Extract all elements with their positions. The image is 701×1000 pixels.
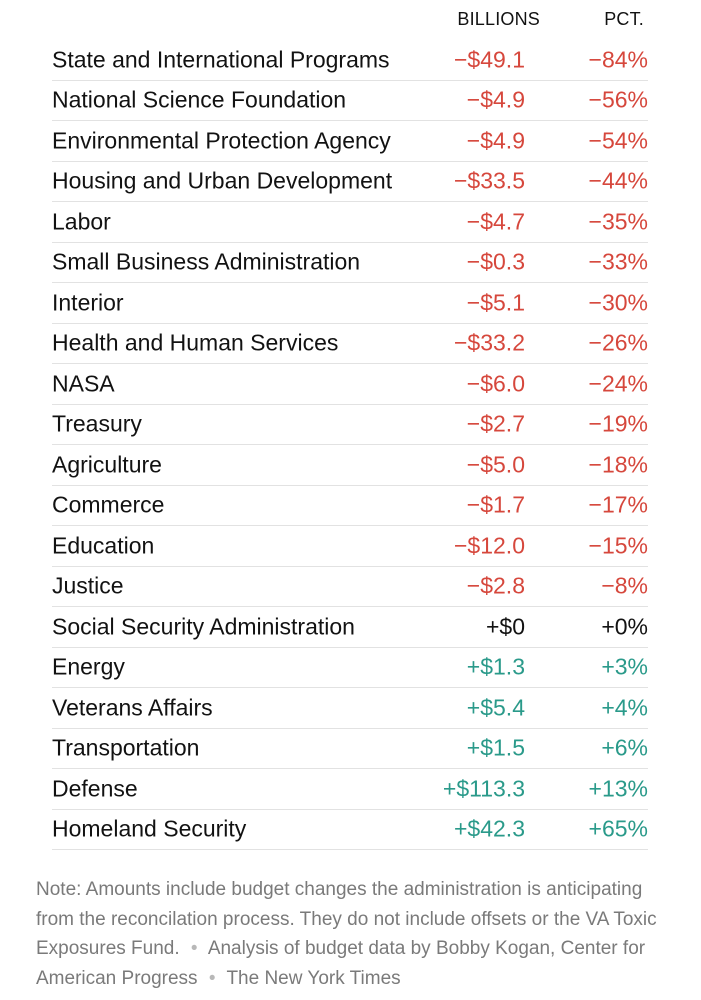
billions-value: −$5.0 xyxy=(466,451,525,478)
agency-name: Homeland Security xyxy=(52,815,247,842)
pct-value: −54% xyxy=(588,127,648,154)
source-credit: The New York Times xyxy=(226,967,401,989)
budget-change-table: BILLIONS PCT. State and International Pr… xyxy=(52,0,648,850)
table-row: Homeland Security +$42.3 +65% xyxy=(52,810,648,850)
table-row: State and International Programs −$49.1 −8… xyxy=(52,40,648,81)
billions-value: −$2.7 xyxy=(466,410,525,437)
agency-name: Transportation xyxy=(52,734,200,761)
separator-dot: • xyxy=(208,967,216,989)
billions-value: −$49.1 xyxy=(454,46,525,73)
table-row: Agriculture −$5.0 −18% xyxy=(52,445,648,486)
table-header: BILLIONS PCT. xyxy=(52,0,648,40)
agency-name: Environmental Protection Agency xyxy=(52,127,391,154)
table-row: Social Security Administration +$0 +0% xyxy=(52,607,648,648)
separator-dot: • xyxy=(190,938,198,959)
table-row: Veterans Affairs +$5.4 +4% xyxy=(52,688,648,729)
billions-value: +$5.4 xyxy=(466,694,525,721)
agency-name: Defense xyxy=(52,775,138,802)
pct-value: −19% xyxy=(588,410,648,437)
pct-value: −56% xyxy=(588,86,648,113)
agency-name: Housing and Urban Development xyxy=(52,167,393,194)
agency-name: Interior xyxy=(52,289,124,316)
table-row: Defense +$113.3 +13% xyxy=(52,769,648,810)
agency-name: Labor xyxy=(52,208,111,235)
table-row: Transportation +$1.5 +6% xyxy=(52,729,648,769)
table-row: Treasury −$2.7 −19% xyxy=(52,405,648,445)
pct-value: +4% xyxy=(601,694,648,721)
billions-value: +$113.3 xyxy=(442,775,525,802)
billions-value: −$6.0 xyxy=(466,370,525,397)
agency-name: Treasury xyxy=(52,410,142,437)
agency-name: Small Business Administration xyxy=(52,248,361,275)
billions-value: −$4.9 xyxy=(466,127,525,154)
pct-value: +3% xyxy=(601,653,648,680)
note-text: Note: Amounts include budget changes the… xyxy=(36,879,657,959)
billions-value: −$0.3 xyxy=(466,248,525,275)
pct-value: −35% xyxy=(588,208,648,235)
chart-note: Note: Amounts include budget changes the… xyxy=(36,875,666,993)
pct-value: −17% xyxy=(588,491,648,518)
pct-value: −24% xyxy=(588,370,648,397)
billions-value: −$4.7 xyxy=(466,208,525,235)
billions-value: +$1.5 xyxy=(466,734,525,761)
table-row: NASA −$6.0 −24% xyxy=(52,364,648,405)
agency-name: Health and Human Services xyxy=(52,329,339,356)
billions-value: +$42.3 xyxy=(454,815,525,842)
agency-name: Veterans Affairs xyxy=(52,694,213,721)
billions-value: −$1.7 xyxy=(466,491,525,518)
billions-value: −$2.8 xyxy=(466,572,525,599)
agency-name: Justice xyxy=(52,572,124,599)
pct-value: +65% xyxy=(588,815,648,842)
billions-value: +$1.3 xyxy=(466,653,525,680)
billions-value: −$33.5 xyxy=(454,167,525,194)
pct-value: −8% xyxy=(601,572,648,599)
pct-value: −84% xyxy=(588,46,648,73)
agency-name: Energy xyxy=(52,653,125,680)
table-row: Energy +$1.3 +3% xyxy=(52,648,648,688)
table-row: Environmental Protection Agency −$4.9 −54% xyxy=(52,121,648,162)
agency-name: NASA xyxy=(52,370,115,397)
table-body: State and International Programs −$49.1 −8… xyxy=(52,40,648,850)
billions-value: −$12.0 xyxy=(454,532,525,559)
table-row: Health and Human Services −$33.2 −26% xyxy=(52,324,648,364)
table-row: National Science Foundation −$4.9 −56% xyxy=(52,81,648,121)
table-row: Labor −$4.7 −35% xyxy=(52,202,648,243)
column-header-pct: PCT. xyxy=(604,9,644,29)
agency-name: Agriculture xyxy=(52,451,162,478)
table-row: Housing and Urban Development −$33.5 −44% xyxy=(52,162,648,202)
pct-value: +6% xyxy=(601,734,648,761)
pct-value: +0% xyxy=(601,613,648,640)
table-row: Education −$12.0 −15% xyxy=(52,526,648,567)
table-row: Justice −$2.8 −8% xyxy=(52,567,648,607)
agency-name: National Science Foundation xyxy=(52,86,347,113)
agency-name: Education xyxy=(52,532,155,559)
analysis-credit: Analysis of budget data by Bobby Kogan, … xyxy=(36,938,646,989)
pct-value: −44% xyxy=(588,167,648,194)
pct-value: −26% xyxy=(588,329,648,356)
pct-value: −33% xyxy=(588,248,648,275)
column-header-billions: BILLIONS xyxy=(457,9,540,29)
agency-name: Social Security Administration xyxy=(52,613,355,640)
billions-value: −$33.2 xyxy=(454,329,525,356)
pct-value: +13% xyxy=(588,775,648,802)
agency-name: Commerce xyxy=(52,491,165,518)
pct-value: −18% xyxy=(588,451,648,478)
table-row: Commerce −$1.7 −17% xyxy=(52,486,648,526)
billions-value: −$4.9 xyxy=(466,86,525,113)
pct-value: −15% xyxy=(588,532,648,559)
pct-value: −30% xyxy=(588,289,648,316)
table-row: Small Business Administration −$0.3 −33% xyxy=(52,243,648,283)
table-row: Interior −$5.1 −30% xyxy=(52,283,648,324)
billions-value: +$0 xyxy=(485,613,525,640)
billions-value: −$5.1 xyxy=(466,289,525,316)
agency-name: State and International Programs xyxy=(52,46,390,73)
